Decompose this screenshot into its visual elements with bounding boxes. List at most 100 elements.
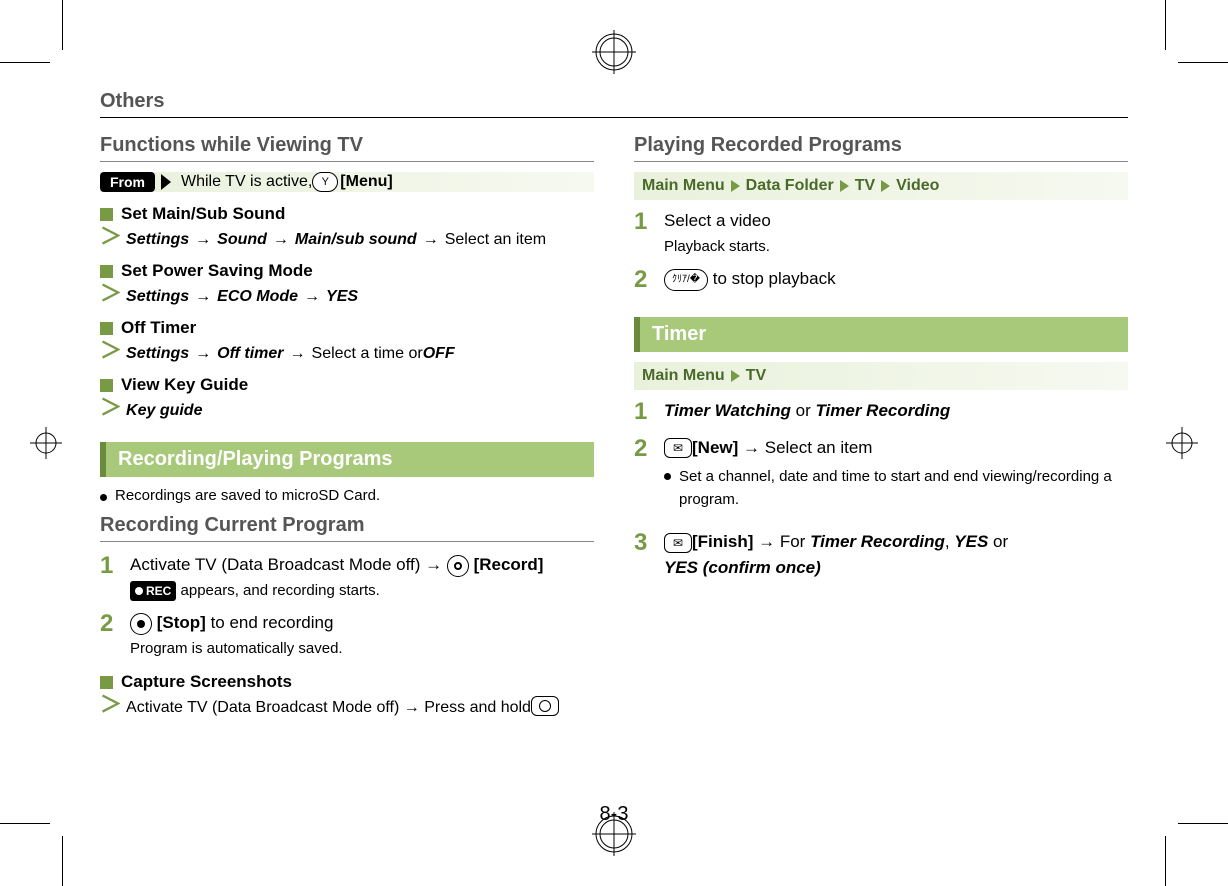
capture-title: Capture Screenshots xyxy=(100,672,594,692)
setting-title: Set Power Saving Mode xyxy=(100,261,594,281)
clear-key-icon: ｸﾘｱ/� xyxy=(664,269,708,291)
key-label: [New] xyxy=(692,438,738,457)
step-text: to stop playback xyxy=(713,269,836,288)
breadcrumb-item: TV xyxy=(855,177,875,195)
breadcrumb-separator-icon xyxy=(881,180,890,192)
breadcrumb-separator-icon xyxy=(731,370,740,382)
arrow-icon: → xyxy=(304,288,320,306)
page-header: Others xyxy=(100,90,1128,118)
crop-mark xyxy=(1165,0,1166,50)
crop-mark xyxy=(0,823,50,824)
breadcrumb-item: TV xyxy=(746,367,766,385)
step-number: 1 xyxy=(634,398,664,427)
step-text: Activate TV (Data Broadcast Mode off) → xyxy=(130,555,447,574)
step-segment: or xyxy=(791,401,816,420)
step-number: 2 xyxy=(634,435,664,522)
crop-mark xyxy=(62,836,63,886)
setting-path: ＞Settings→ECO Mode→YES xyxy=(100,283,594,306)
crop-mark xyxy=(62,0,63,50)
timer-step: 3✉[Finish] → For Timer Recording, YES or… xyxy=(634,529,1128,580)
path-segment: Select an item xyxy=(445,231,546,249)
path-segment: Sound xyxy=(217,231,267,249)
crop-mark xyxy=(1178,823,1228,824)
path-segment: YES xyxy=(326,288,358,306)
bullet-text: Recordings are saved to microSD Card. xyxy=(115,487,380,504)
path-segment: Settings xyxy=(126,345,189,363)
setting-path: ＞Key guide xyxy=(100,397,594,420)
step-subtext: Program is automatically saved. xyxy=(130,638,343,661)
breadcrumb-timer: Main Menu TV xyxy=(634,362,1128,390)
setting-title: Set Main/Sub Sound xyxy=(100,204,594,224)
step-2: 2 [Stop] to end recording Program is aut… xyxy=(100,610,594,660)
timer-step: 1Timer Watching or Timer Recording xyxy=(634,398,1128,427)
registration-mark-left xyxy=(30,427,62,459)
step-segment: YES (confirm once) xyxy=(664,558,821,577)
step-number: 2 xyxy=(100,610,130,660)
arrow-icon: → xyxy=(290,345,306,363)
bullet-icon xyxy=(664,473,671,480)
stop-label: [Stop] xyxy=(157,613,206,632)
step-text: to end recording xyxy=(211,613,334,632)
square-bullet-icon xyxy=(100,208,113,221)
heading-functions: Functions while Viewing TV xyxy=(100,134,594,162)
step-number: 3 xyxy=(634,529,664,580)
setting-path: ＞Settings→Off timer→Select a time or OFF xyxy=(100,340,594,363)
capture-line: ＞ Activate TV (Data Broadcast Mode off) … xyxy=(100,694,594,717)
chevron-icon: ＞ xyxy=(100,283,122,305)
page-number: 8-3 xyxy=(600,803,629,826)
section-timer: Timer xyxy=(634,317,1128,352)
chevron-icon: ＞ xyxy=(100,397,122,419)
crop-mark xyxy=(1165,836,1166,886)
arrow-icon: → xyxy=(273,231,289,249)
capture-text: Activate TV (Data Broadcast Mode off) → … xyxy=(126,699,531,717)
crop-mark xyxy=(1178,62,1228,63)
from-arrow-icon xyxy=(161,174,171,190)
path-segment: Main/sub sound xyxy=(295,231,417,249)
step-bullet: Set a channel, date and time to start an… xyxy=(664,466,1128,511)
section-recording: Recording/Playing Programs xyxy=(100,442,594,477)
step-segment: Timer Recording xyxy=(815,401,950,420)
path-segment: OFF xyxy=(423,345,455,363)
center-key-icon xyxy=(447,555,469,577)
right-column: Playing Recorded Programs Main MenuData … xyxy=(634,128,1128,721)
from-bar: From While TV is active, Y [Menu] xyxy=(100,172,594,192)
path-segment: Key guide xyxy=(126,402,202,420)
bullet-icon xyxy=(100,494,107,501)
step-subtext: appears, and recording starts. xyxy=(181,582,380,599)
step-segment: YES xyxy=(954,532,988,551)
path-segment: Off timer xyxy=(217,345,283,363)
step-text: Select a video xyxy=(664,211,771,230)
square-bullet-icon xyxy=(100,676,113,689)
arrow-icon: → xyxy=(195,231,211,249)
chevron-icon: ＞ xyxy=(100,694,122,716)
timer-step: 2✉[New] → Select an itemSet a channel, d… xyxy=(634,435,1128,522)
step-segment: Timer Watching xyxy=(664,401,791,420)
breadcrumb-item: Main Menu xyxy=(642,177,725,195)
registration-mark-right xyxy=(1166,427,1198,459)
record-label: [Record] xyxy=(474,555,544,574)
crop-mark xyxy=(0,62,50,63)
center-key-icon xyxy=(130,613,152,635)
bullet-recordings: Recordings are saved to microSD Card. xyxy=(100,487,594,504)
from-text: While TV is active, xyxy=(181,173,312,191)
key-y-icon: Y xyxy=(312,172,338,192)
setting-title: Off Timer xyxy=(100,318,594,338)
setting-title-text: Set Power Saving Mode xyxy=(121,261,313,281)
mail-key-icon: ✉ xyxy=(664,533,692,553)
key-label: [Finish] xyxy=(692,532,753,551)
heading-playing: Playing Recorded Programs xyxy=(634,134,1128,162)
breadcrumb-separator-icon xyxy=(840,180,849,192)
breadcrumb-item: Main Menu xyxy=(642,367,725,385)
setting-title-text: View Key Guide xyxy=(121,375,248,395)
capture-title-text: Capture Screenshots xyxy=(121,672,292,692)
step-segment: , xyxy=(945,532,954,551)
step-number: 1 xyxy=(634,208,664,258)
path-segment: Select a time or xyxy=(312,345,423,363)
camera-key-icon xyxy=(531,696,559,716)
step-r2: 2 ｸﾘｱ/� to stop playback xyxy=(634,266,1128,295)
step-segment: Timer Recording xyxy=(810,532,945,551)
chevron-icon: ＞ xyxy=(100,226,122,248)
step-segment: or xyxy=(988,532,1008,551)
path-segment: Settings xyxy=(126,231,189,249)
left-column: Functions while Viewing TV From While TV… xyxy=(100,128,594,721)
